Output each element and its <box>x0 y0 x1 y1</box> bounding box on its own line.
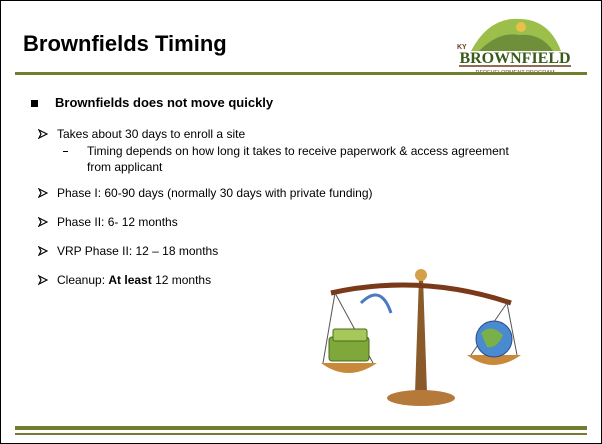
sub-item-text: Timing depends on how long it takes to r… <box>87 143 527 175</box>
logo-name: BROWNFIELD <box>459 50 570 67</box>
slide-title: Brownfields Timing <box>23 31 227 57</box>
dash-bullet <box>63 151 68 152</box>
scales-image <box>321 263 521 418</box>
item-part: Cleanup: <box>57 273 108 287</box>
item-text: Takes about 30 days to enroll a site <box>57 126 245 142</box>
item-text: VRP Phase II: 12 – 18 months <box>57 243 218 259</box>
footer-rule-top <box>15 426 587 430</box>
item-part: At least <box>108 273 151 287</box>
title-rule <box>15 72 587 75</box>
arrow-bullet <box>38 275 48 285</box>
arrow-bullet <box>38 129 48 139</box>
footer-rule-bottom <box>15 433 587 435</box>
item-text: Cleanup: At least 12 months <box>57 272 211 288</box>
main-bullet: Brownfields does not move quickly <box>55 95 273 110</box>
arrow-bullet <box>38 188 48 198</box>
item-text: Phase II: 6- 12 months <box>57 214 178 230</box>
arrow-bullet <box>38 217 48 227</box>
item-part: 12 months <box>152 273 211 287</box>
logo: KY BROWNFIELD REDEVELOPMENT PROGRAM <box>449 13 579 79</box>
bullet-square <box>31 100 38 107</box>
item-text: Phase I: 60-90 days (normally 30 days wi… <box>57 185 373 201</box>
slide: Brownfields Timing KY BROWNFIELD REDEVEL… <box>0 0 602 444</box>
arrow-bullet <box>38 246 48 256</box>
